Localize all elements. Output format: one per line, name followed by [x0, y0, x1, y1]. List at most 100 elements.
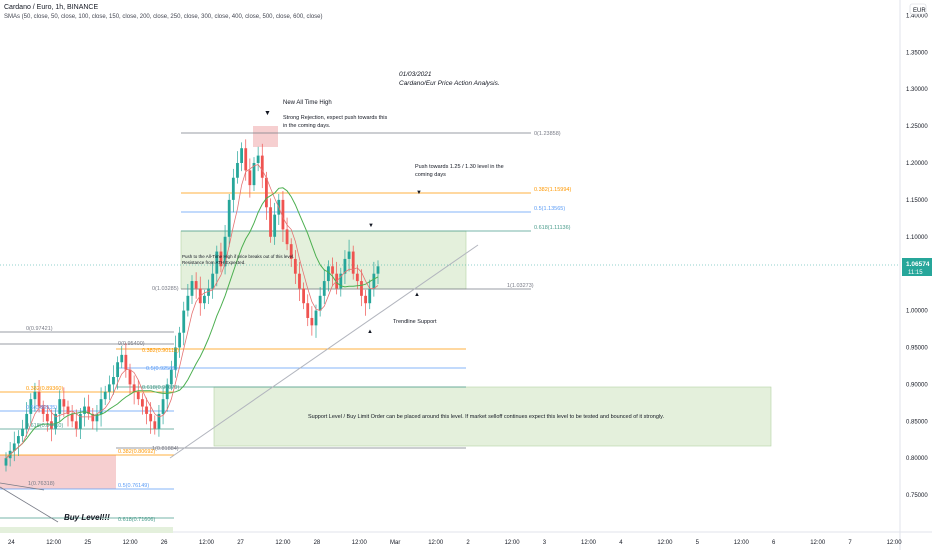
candle-body [355, 273, 359, 282]
analysis-date: 01/03/2021 [399, 71, 432, 78]
candle-body [79, 413, 82, 429]
fib-label-1: 1(1.03273) [507, 283, 534, 289]
candle-body [58, 399, 62, 414]
fib-label-618: 0.618(1.11136) [534, 225, 571, 231]
fib4-label-618: 0.618(0.84410) [26, 423, 63, 429]
zone-note-2: Resistance from ATH Expected. [182, 260, 245, 265]
time-tick-label: 12:00 [352, 540, 368, 546]
candle-body [145, 406, 148, 414]
candle-body [157, 413, 161, 429]
candle-body [376, 266, 380, 274]
candle-body [223, 236, 227, 267]
candle-body [240, 148, 243, 163]
time-tick-label: 12:00 [428, 540, 444, 546]
rejection-note-2: in the coming days. [283, 123, 331, 129]
candle-body [112, 377, 115, 385]
candle-body [83, 406, 86, 414]
time-tick-label: 7 [848, 540, 852, 546]
candle-body [116, 362, 119, 378]
time-tick-label: 12:00 [123, 540, 139, 546]
candle-body [252, 162, 256, 186]
time-tick-label: 2 [466, 540, 470, 546]
price-tick-label: 1.40000 [906, 13, 928, 19]
sma-green-line [5, 187, 379, 459]
fib3-label-0: 0(0.95400) [118, 341, 145, 347]
sma-red-line [5, 164, 379, 459]
trendline-support[interactable] [169, 244, 479, 459]
time-tick-label: 26 [161, 540, 168, 546]
resistance-zone [180, 230, 467, 290]
candle-body [153, 421, 157, 429]
candle-body [91, 413, 95, 422]
price-tick-label: 1.35000 [906, 50, 928, 56]
push-arrow-down-icon: ▼ [416, 190, 422, 196]
fib4-label-b5: 0.5(0.76149) [118, 483, 149, 489]
time-tick-label: 24 [8, 540, 15, 546]
candle-body [215, 251, 219, 274]
time-tick-label: 12:00 [275, 540, 291, 546]
ath-arrow-down-icon: ▼ [264, 110, 271, 117]
candle-body [25, 413, 29, 429]
bottom-zone [0, 527, 173, 533]
support-note: Support Level / Buy Limit Order can be p… [308, 414, 664, 420]
candle-body [331, 266, 334, 274]
currency-label: EUR [913, 8, 926, 14]
price-badge [902, 258, 932, 276]
fib2-label-0: 0(1.03285) [152, 286, 179, 292]
time-tick-label: 12:00 [810, 540, 826, 546]
candle-body [165, 384, 169, 400]
candle-body [327, 266, 330, 282]
candle-body [322, 281, 326, 296]
ath-zone [253, 126, 278, 147]
candle-body [339, 273, 343, 289]
price-tick-label: 1.10000 [906, 235, 928, 241]
candle-body [66, 406, 70, 414]
candle-body [120, 354, 124, 363]
time-axis[interactable]: 24 12:00 25 12:00 26 12:00 27 12:00 28 12:00 Mar 12… [8, 540, 902, 546]
candle-body [236, 162, 239, 178]
candle-body [87, 406, 91, 414]
candle-body [281, 199, 285, 230]
candle-body [12, 443, 16, 451]
resistance-arrow-down-icon: ▼ [368, 223, 374, 229]
time-tick-label: 12:00 [734, 540, 750, 546]
price-badge-countdown: 11:15 [908, 270, 923, 276]
analysis-headline: Cardano/Eur Price Action Analysis. [399, 80, 500, 87]
candle-body [306, 303, 310, 318]
candle-body [302, 288, 305, 304]
fib-label-0: 0(1.23858) [534, 131, 561, 137]
time-tick-label: 12:00 [505, 540, 521, 546]
time-tick-label: Mar [390, 540, 400, 546]
candle-body [211, 273, 215, 289]
trendline-note: Trendline Support [393, 319, 437, 325]
currency-button[interactable] [909, 3, 927, 15]
fib4-label-0: 0(0.97421) [26, 326, 53, 332]
buy-level-note: Buy Level!!! [64, 513, 110, 522]
time-tick-label: 27 [237, 540, 244, 546]
push-note-1: Push towards 1.25 / 1.30 level in the [415, 164, 504, 170]
candle-body [293, 258, 297, 274]
price-tick-label: 1.20000 [906, 161, 928, 167]
price-tick-label: 0.75000 [906, 493, 928, 499]
price-axis[interactable]: 1.40000 1.35000 1.30000 1.25000 1.20000 1.150… [906, 13, 928, 499]
zone-note-1: Push to the All-Time High if price break… [182, 254, 294, 259]
candle-body [103, 391, 107, 400]
candle-body [70, 413, 74, 422]
candle-body [256, 155, 260, 163]
candle-body [37, 391, 41, 407]
candle-body [62, 399, 66, 407]
candle-body [219, 251, 223, 267]
candle-body [128, 369, 132, 385]
candle-body [99, 399, 103, 414]
fib3-label-5: 0.5(0.92585) [146, 366, 177, 372]
fib-label-382: 0.382(1.15994) [534, 187, 571, 193]
candle-body [182, 310, 186, 333]
candle-body [29, 399, 33, 414]
candle-body [347, 251, 351, 259]
time-tick-label: 12:00 [46, 540, 62, 546]
buy-arrow-line [0, 486, 59, 523]
time-tick-label: 12:00 [657, 540, 673, 546]
indicator-legend[interactable]: SMAs (50, close, 50, close, 100, close, … [4, 14, 323, 20]
candle-body [231, 177, 235, 200]
